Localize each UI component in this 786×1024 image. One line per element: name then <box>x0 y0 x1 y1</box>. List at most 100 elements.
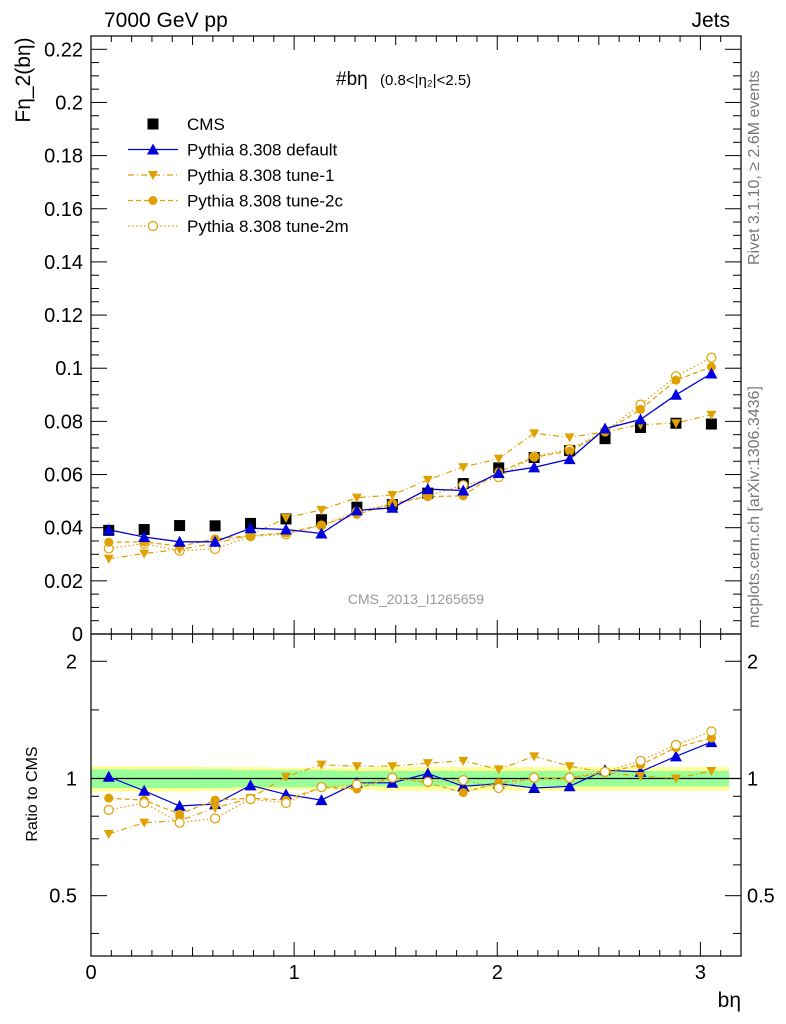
point-cms <box>209 520 221 532</box>
ratio-point-pythia-8-308-tune-2m <box>209 813 221 824</box>
ratio-point-pythia-8-308-tune-2c <box>175 809 185 819</box>
point-pythia-8-308-tune-2c <box>104 537 114 547</box>
point-cms <box>138 524 150 536</box>
point-pythia-8-308-tune-2c <box>636 404 646 414</box>
point-pythia-8-308-tune-2c <box>565 446 575 456</box>
ratio-point-pythia-8-308-tune-1 <box>529 752 540 762</box>
point-pythia-8-308-default <box>173 535 186 547</box>
point-pythia-8-308-tune-2c <box>671 375 681 385</box>
point-pythia-8-308-tune-2c <box>529 452 539 462</box>
legend-marker <box>147 220 159 232</box>
point-cms <box>174 520 186 532</box>
point-pythia-8-308-default <box>315 527 328 539</box>
point-pythia-8-308-tune-1 <box>139 549 150 559</box>
ratio-point-pythia-8-308-default <box>563 780 576 792</box>
legend-marker <box>148 171 158 180</box>
ratio-point-pythia-8-308-tune-1 <box>422 759 433 769</box>
point-pythia-8-308-tune-2c <box>423 492 433 502</box>
point-pythia-8-308-default <box>599 422 612 434</box>
ratio-point-pythia-8-308-tune-2c <box>104 793 114 803</box>
y-axis-label-text: Fη_2(bη) <box>12 37 35 122</box>
ratio-point-pythia-8-308-tune-2m <box>564 772 575 783</box>
ratio-line-pythia-8-308-tune-2m <box>108 730 712 824</box>
ratio-point-pythia-8-308-tune-1 <box>635 771 646 781</box>
ratio-point-pythia-8-308-tune-1 <box>139 818 150 828</box>
point-pythia-8-308-default <box>386 501 399 513</box>
ratio-point-pythia-8-308-tune-1 <box>316 760 327 770</box>
ratio-line-pythia-8-308-tune-2c <box>108 737 712 815</box>
ratio-point-pythia-8-308-tune-1 <box>280 772 291 782</box>
ratio-point-pythia-8-308-tune-1 <box>387 762 398 772</box>
legend-label: CMS <box>187 115 225 134</box>
ratio-point-pythia-8-308-tune-2m <box>139 797 150 809</box>
ratio-point-pythia-8-308-tune-2m <box>670 739 682 750</box>
legend-label: Pythia 8.308 tune-2c <box>187 192 343 211</box>
ratio-point-pythia-8-308-tune-1 <box>670 774 681 784</box>
point-pythia-8-308-tune-1 <box>670 419 681 429</box>
line-pythia-8-308-tune-2m <box>108 357 712 552</box>
point-pythia-8-308-default <box>244 522 257 534</box>
ratio-tick-label-right: 0.5 <box>747 886 775 908</box>
ratio-point-pythia-8-308-tune-2m <box>422 776 433 787</box>
ratio-point-pythia-8-308-default <box>315 794 328 806</box>
ratio-point-pythia-8-308-tune-2m <box>280 797 292 809</box>
chart-title-sub: (0.8<|η₂|<2.5) <box>380 72 471 89</box>
ratio-point-pythia-8-308-default <box>279 788 292 800</box>
ratio-point-pythia-8-308-default <box>421 767 434 779</box>
ratio-point-pythia-8-308-tune-1 <box>103 830 114 840</box>
analysis-watermark: CMS_2013_I1265659 <box>348 591 484 607</box>
y-tick-label: 0.04 <box>44 518 83 540</box>
x-tick-label: 2 <box>492 962 503 984</box>
process-label: Jets <box>691 9 730 32</box>
ratio-point-pythia-8-308-tune-2m <box>103 804 114 816</box>
ratio-plot-frame <box>90 633 742 957</box>
legend-marker <box>147 118 159 130</box>
point-pythia-8-308-default <box>705 367 718 379</box>
ratio-point-pythia-8-308-tune-2m <box>529 772 540 783</box>
x-tick-label: 3 <box>695 962 706 984</box>
y-tick-label: 0.14 <box>44 252 83 274</box>
point-pythia-8-308-tune-1 <box>245 531 256 541</box>
y-tick-label: 0 <box>72 624 83 646</box>
y-tick-label: 0.18 <box>44 146 83 168</box>
point-pythia-8-308-tune-2c <box>706 362 716 372</box>
ratio-point-pythia-8-308-default <box>457 780 470 792</box>
point-pythia-8-308-tune-1 <box>458 463 469 473</box>
point-pythia-8-308-tune-1 <box>493 454 504 464</box>
point-pythia-8-308-default <box>492 466 505 478</box>
ratio-point-pythia-8-308-tune-2c <box>210 795 220 805</box>
chart-title-main: #bη <box>336 69 368 90</box>
ratio-tick-label-right: 2 <box>747 651 758 673</box>
ratio-point-pythia-8-308-tune-2m <box>174 817 185 828</box>
legend-marker <box>147 143 159 155</box>
line-pythia-8-308-default <box>108 372 712 543</box>
point-pythia-8-308-tune-1 <box>103 554 114 564</box>
ratio-point-pythia-8-308-default <box>102 770 115 782</box>
ratio-point-pythia-8-308-default <box>528 782 541 794</box>
y-tick-label: 0.16 <box>44 199 83 221</box>
x-tick-label: 0 <box>85 962 96 984</box>
ratio-point-pythia-8-308-tune-1 <box>351 762 362 772</box>
y-tick-label: 0.06 <box>44 465 83 487</box>
point-cms <box>705 418 717 430</box>
point-pythia-8-308-tune-1 <box>316 505 327 515</box>
ratio-axis-label: Ratio to CMS <box>24 746 41 841</box>
y-tick-label: 0.08 <box>44 411 83 433</box>
y-tick-label: 0.22 <box>44 39 83 61</box>
ratio-point-pythia-8-308-tune-2c <box>458 788 468 798</box>
ratio-point-pythia-8-308-tune-1 <box>458 756 469 766</box>
point-pythia-8-308-tune-1 <box>174 545 185 555</box>
point-pythia-8-308-default <box>421 483 434 495</box>
ratio-tick-label-left: 2 <box>66 651 77 673</box>
line-pythia-8-308-tune-2c <box>108 366 712 547</box>
point-pythia-8-308-tune-2m <box>706 352 717 363</box>
ratio-tick-label-right: 1 <box>747 768 758 790</box>
ratio-point-pythia-8-308-tune-2m <box>635 755 646 766</box>
point-pythia-8-308-default <box>669 388 682 400</box>
point-pythia-8-308-default <box>138 530 151 542</box>
legend-label: Pythia 8.308 default <box>187 141 338 160</box>
point-pythia-8-308-default <box>528 461 541 473</box>
line-pythia-8-308-tune-1 <box>108 414 712 560</box>
point-pythia-8-308-tune-1 <box>422 475 433 485</box>
ratio-point-pythia-8-308-tune-1 <box>564 762 575 772</box>
